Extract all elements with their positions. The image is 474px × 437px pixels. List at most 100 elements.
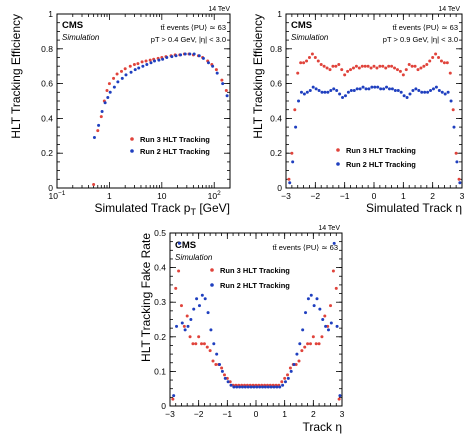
run3-data-point: [300, 349, 304, 353]
run2-data-point: [229, 383, 233, 387]
run3-data-point: [349, 68, 353, 72]
run2-data-point: [192, 52, 196, 56]
run2-data-point: [402, 94, 406, 98]
run2-data-point: [321, 318, 325, 321]
energy-label: 14 TeV: [318, 225, 340, 232]
run3-data-point: [228, 380, 232, 384]
run3-data-point: [425, 62, 429, 66]
x-tick-label: 1: [282, 409, 287, 419]
run2-data-point: [278, 385, 282, 389]
run3-data-point: [390, 64, 394, 68]
run3-data-point: [310, 52, 314, 56]
run2-data-point: [275, 385, 279, 389]
run2-data-point: [188, 52, 192, 56]
run3-data-point: [340, 68, 344, 72]
energy-label: 14 TeV: [438, 6, 460, 13]
run2-data-point: [292, 362, 296, 366]
run2-data-point: [145, 62, 149, 66]
x-tick-label: 0: [254, 409, 259, 419]
y-tick-label: 0.5: [154, 228, 166, 238]
run3-data-point: [422, 64, 426, 68]
run2-data-point: [238, 385, 242, 389]
run2-data-point: [329, 321, 333, 325]
legend: Run 3 HLT Tracking Run 2 HLT Tracking: [336, 146, 416, 169]
run2-data-point: [149, 61, 153, 65]
run2-data-point: [192, 307, 196, 311]
x-tick-label: −3: [281, 191, 291, 201]
legend-label-run2: Run 2 HLT Tracking: [346, 160, 416, 169]
run2-data-point: [364, 87, 368, 91]
run3-data-point: [398, 69, 402, 73]
run2-data-point: [174, 54, 178, 58]
run2-data-point: [332, 241, 336, 245]
run2-data-point: [246, 385, 250, 389]
run3-data-point: [448, 71, 452, 75]
run3-data-point: [317, 342, 321, 346]
run2-data-point: [297, 99, 301, 103]
run3-data-point: [197, 335, 201, 339]
panel-fake-rate-vs-eta: 14 TeV CMS Simulation tt̄ events ⟨PU⟩ ≃ …: [139, 225, 345, 434]
run2-data-point: [349, 89, 353, 93]
run3-data-point: [105, 89, 109, 93]
run3-data-point: [194, 342, 198, 346]
run2-data-point: [258, 385, 262, 389]
run2-data-point: [223, 376, 227, 380]
run3-data-point: [307, 56, 311, 59]
run2-data-point: [414, 87, 418, 91]
run3-data-point: [174, 286, 178, 290]
run3-data-point: [437, 56, 441, 59]
run3-data-point: [451, 108, 455, 112]
run3-data-point: [225, 376, 229, 380]
y-tick-label: 0.3: [154, 297, 166, 307]
run2-data-point: [197, 54, 201, 58]
y-tick-label: 0: [161, 401, 166, 411]
y-tick-label: 0.1: [154, 366, 166, 376]
run3-data-point: [319, 62, 323, 66]
run2-data-point: [197, 304, 201, 308]
run2-data-point: [452, 125, 456, 129]
run2-data-point: [240, 385, 244, 389]
run2-data-point: [203, 297, 207, 301]
run2-data-point: [92, 136, 96, 140]
run2-data-point: [183, 328, 187, 332]
run3-data-point: [214, 362, 218, 366]
run2-data-point: [243, 385, 247, 389]
run3-data-point: [413, 64, 417, 68]
run2-data-point: [338, 92, 342, 96]
run3-data-point: [311, 335, 315, 339]
run2-data-point: [408, 92, 412, 96]
run3-data-point: [454, 151, 458, 155]
run2-data-point: [376, 85, 380, 89]
run2-data-point: [309, 293, 313, 297]
run2-data-point: [305, 90, 309, 94]
run3-data-point: [431, 56, 435, 59]
x-axis-title: Simulated Track η: [366, 201, 462, 215]
run3-data-point: [375, 66, 379, 70]
cms-label: CMS: [291, 20, 312, 31]
y-tick-label: 1: [277, 9, 282, 19]
run2-data-point: [399, 90, 403, 94]
run2-data-point: [183, 52, 187, 56]
run2-data-point: [341, 96, 345, 100]
run2-data-point: [226, 380, 230, 384]
x-tick-label: 10−1: [49, 190, 66, 201]
run2-data-point: [286, 376, 290, 380]
run2-data-point: [373, 85, 377, 89]
run2-data-point: [370, 85, 374, 89]
run3-data-point: [326, 324, 330, 328]
run2-data-point: [387, 87, 391, 91]
run2-data-point: [129, 70, 133, 74]
run2-data-point: [329, 89, 333, 93]
legend: Run 3 HLT Tracking Run 2 HLT Tracking: [130, 135, 210, 156]
run3-data-point: [428, 59, 432, 63]
y-tick-label: 0.8: [41, 44, 53, 54]
run2-data-point: [426, 90, 430, 94]
run2-data-point: [266, 385, 270, 389]
run3-data-point: [384, 66, 388, 70]
run2-data-point: [446, 90, 450, 94]
run3-data-point: [132, 62, 136, 66]
run2-data-point: [281, 383, 285, 387]
run2-data-point: [443, 92, 447, 96]
run2-data-point: [172, 394, 176, 398]
run2-data-point: [124, 73, 128, 77]
